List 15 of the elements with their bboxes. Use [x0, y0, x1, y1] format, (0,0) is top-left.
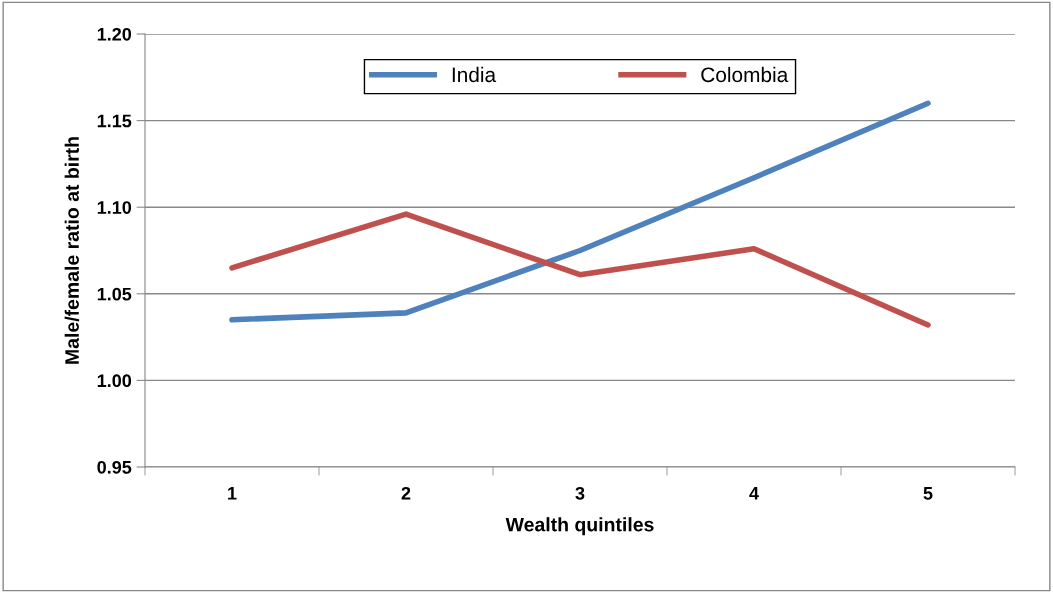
y-tick-label: 1.00 [97, 374, 132, 388]
x-tick-label: 5 [923, 487, 933, 500]
legend-label: Colombia [701, 66, 789, 83]
x-axis-title: Wealth quintiles [505, 517, 654, 536]
y-tick-label: 1.10 [97, 201, 132, 214]
legend-label: India [452, 66, 497, 83]
y-tick-label: 0.95 [97, 460, 132, 474]
x-tick-label: 2 [401, 486, 411, 500]
y-tick-label: 1.20 [97, 27, 132, 41]
y-tick-label: 1.15 [97, 114, 132, 128]
y-axis-title: Male/female ratio at birth [64, 137, 80, 364]
x-tick-label: 4 [749, 487, 759, 500]
y-tick-label: 1.05 [97, 287, 132, 301]
x-tick-label: 1 [228, 487, 237, 500]
x-tick-label: 3 [575, 486, 585, 500]
